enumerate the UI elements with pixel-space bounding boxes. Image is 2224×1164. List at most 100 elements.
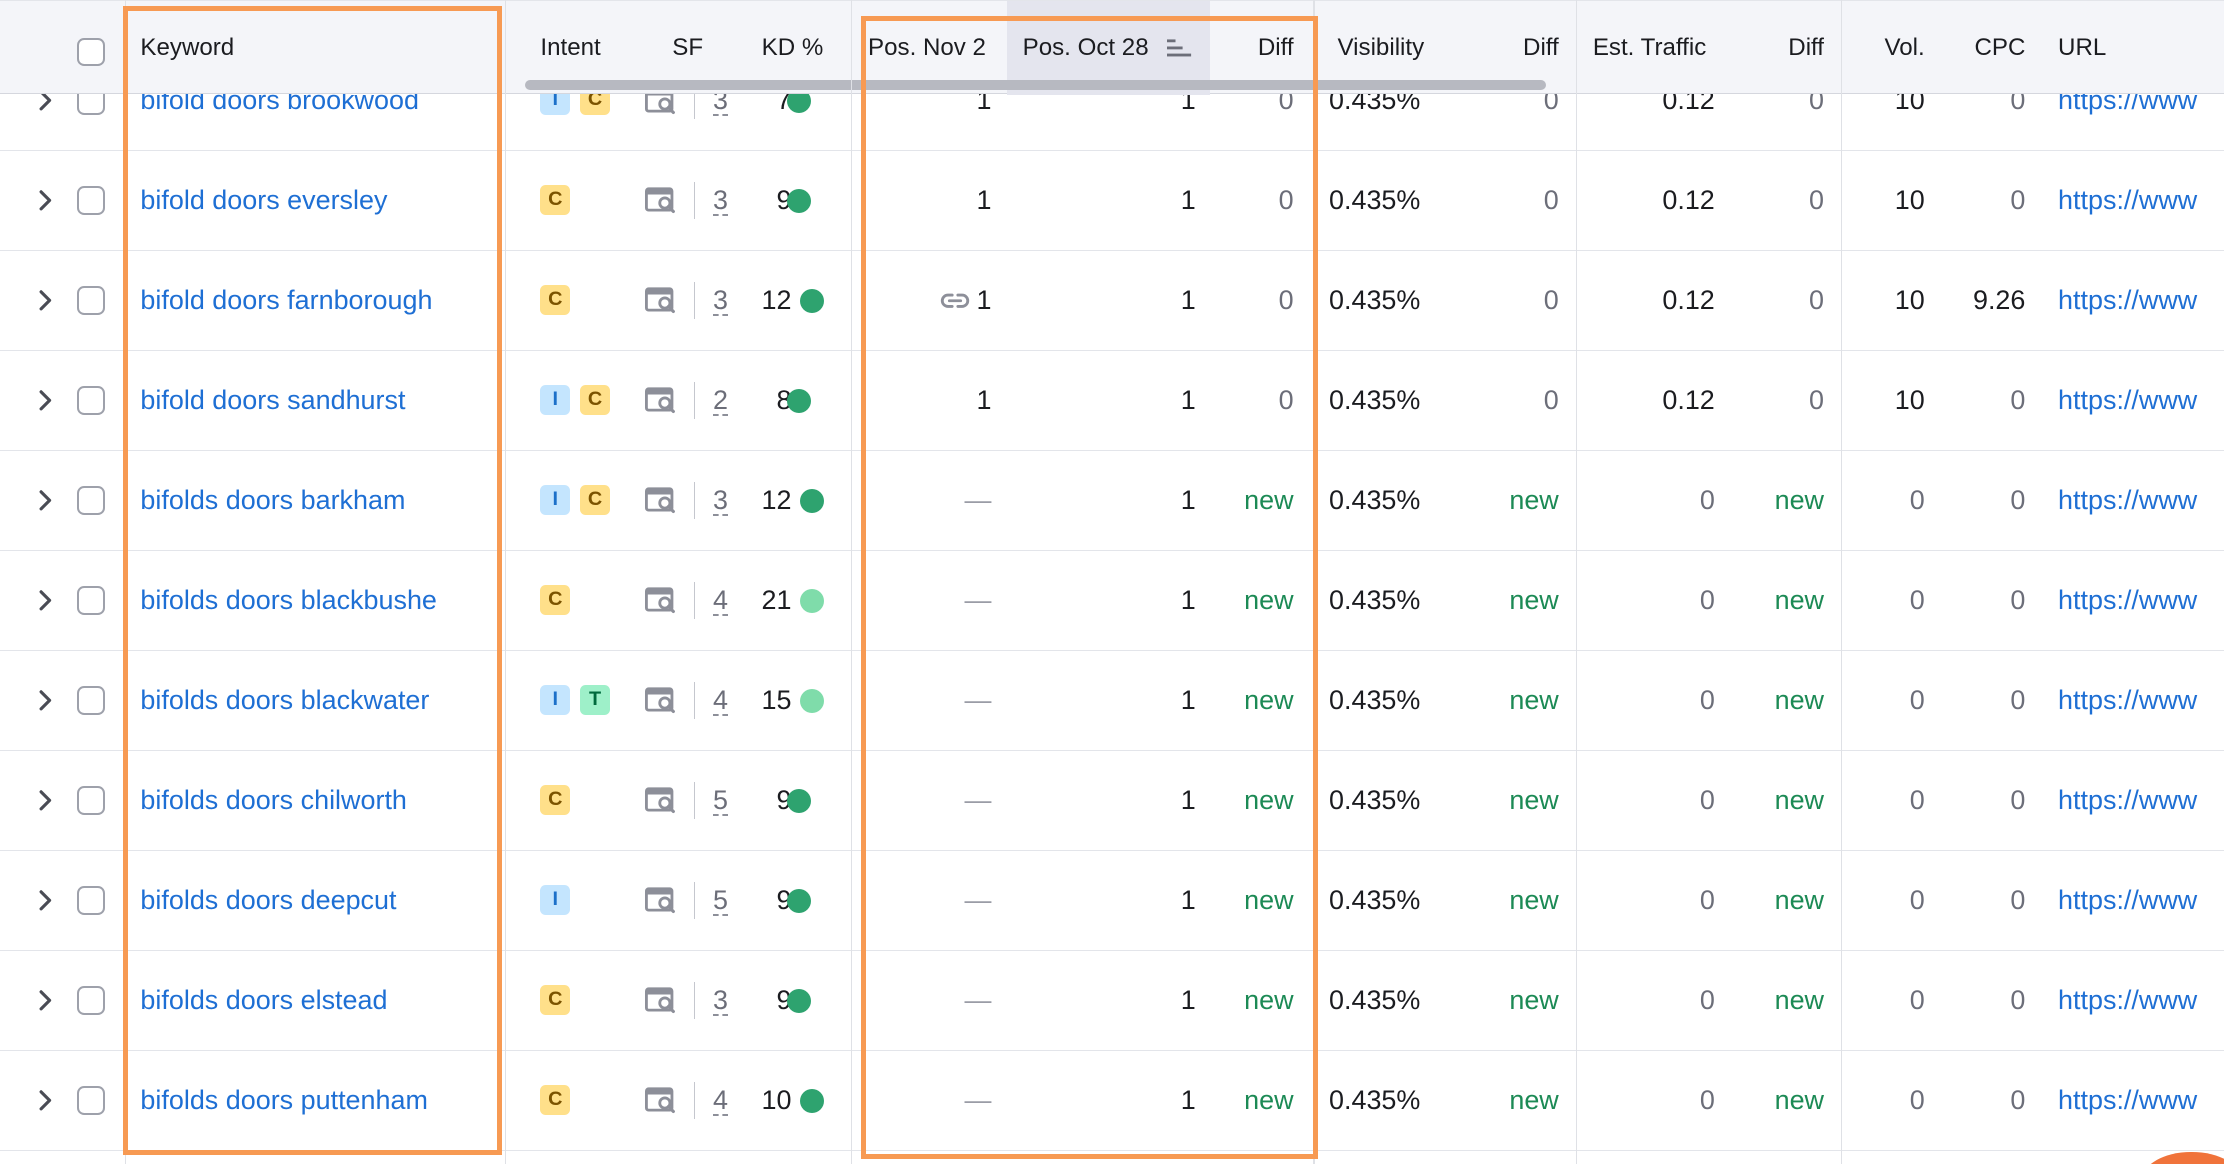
intent-badge[interactable]: C — [540, 1085, 571, 1115]
intent-badge[interactable]: C — [540, 185, 571, 215]
sf-count[interactable]: 5 — [713, 785, 728, 816]
row-checkbox[interactable] — [76, 586, 105, 615]
row-checkbox[interactable] — [76, 486, 105, 515]
floating-action-button[interactable] — [2141, 1151, 2224, 1164]
serp-features-icon[interactable] — [645, 586, 679, 614]
keyword-link[interactable]: bifolds doors puttenham — [140, 1084, 428, 1115]
intent-badge[interactable]: C — [540, 785, 571, 815]
chevron-right-icon[interactable] — [34, 689, 57, 712]
keyword-link[interactable]: bifold doors eversley — [140, 185, 388, 216]
sf-count[interactable]: 4 — [713, 1084, 728, 1116]
intent-badge[interactable]: I — [540, 485, 571, 515]
intent-badge[interactable]: C — [540, 285, 571, 315]
chevron-right-icon[interactable] — [34, 389, 57, 412]
url-link[interactable]: https://www — [2058, 285, 2198, 316]
keyword-link[interactable]: bifolds doors blackwater — [140, 685, 430, 716]
chevron-right-icon[interactable] — [34, 289, 57, 312]
serp-features-icon[interactable] — [645, 386, 679, 414]
table-row[interactable]: bifolds doors puttenham C 4 10 — 1 new 0.435% ne… — [0, 1051, 2224, 1151]
chevron-right-icon[interactable] — [34, 489, 57, 512]
header-visibility[interactable]: Visibility — [1337, 34, 1425, 61]
serp-features-icon[interactable] — [645, 686, 679, 714]
intent-badge[interactable]: C — [540, 985, 571, 1015]
keyword-link[interactable]: bifolds doors elstead — [140, 985, 388, 1015]
url-link[interactable]: https://www — [2058, 185, 2198, 216]
header-pos-nov2[interactable]: Pos. Nov 2 — [868, 34, 986, 61]
serp-features-icon[interactable] — [645, 886, 679, 914]
row-checkbox[interactable] — [76, 186, 105, 215]
header-diff-traffic[interactable]: Diff — [1788, 34, 1825, 61]
table-row[interactable]: bifolds doors deepcut I 5 9 — 1 new 0.435% new 0 n… — [0, 851, 2224, 951]
row-checkbox[interactable] — [76, 786, 105, 815]
header-intent[interactable]: Intent — [540, 34, 601, 61]
intent-badge[interactable]: I — [540, 685, 571, 715]
table-row[interactable]: bifolds doors elstead C 3 9 — 1 new 0.435% new 0 n… — [0, 951, 2224, 1051]
link-icon[interactable] — [938, 288, 972, 314]
select-all-checkbox[interactable] — [76, 37, 105, 67]
serp-features-icon[interactable] — [645, 486, 679, 514]
sf-count[interactable]: 3 — [713, 285, 728, 316]
url-link[interactable]: https://www — [2058, 1084, 2198, 1115]
keyword-link[interactable]: bifolds doors barkham — [140, 485, 406, 516]
horizontal-scrollbar[interactable] — [524, 80, 1547, 91]
url-link[interactable]: https://www — [2058, 985, 2198, 1015]
keyword-link[interactable]: bifolds doors blackbushe — [140, 585, 437, 616]
intent-badge[interactable]: I — [540, 885, 571, 915]
intent-badge[interactable]: C — [580, 385, 610, 415]
intent-badge[interactable]: T — [580, 685, 610, 715]
table-row[interactable]: bifold doors sandhurst I C 2 8 1 1 0 0.435% 0 0.12… — [0, 351, 2224, 452]
intent-badge[interactable]: C — [540, 585, 571, 615]
intent-badge[interactable]: I — [540, 385, 571, 415]
sf-count[interactable]: 4 — [713, 585, 728, 616]
serp-features-icon[interactable] — [645, 986, 679, 1014]
row-checkbox[interactable] — [76, 986, 105, 1015]
header-sf[interactable]: SF — [672, 34, 704, 61]
chevron-right-icon[interactable] — [34, 189, 57, 212]
header-cpc[interactable]: CPC — [1974, 34, 2026, 61]
serp-features-icon[interactable] — [645, 286, 679, 314]
chevron-right-icon[interactable] — [34, 1089, 57, 1112]
header-diff-visibility[interactable]: Diff — [1523, 34, 1559, 61]
sf-count[interactable]: 3 — [713, 485, 728, 516]
url-link[interactable]: https://www — [2058, 385, 2198, 416]
row-checkbox[interactable] — [76, 886, 105, 915]
header-keyword[interactable]: Keyword — [140, 34, 235, 61]
header-url[interactable]: URL — [2058, 34, 2107, 61]
keyword-link[interactable]: bifolds doors deepcut — [140, 885, 397, 915]
table-row[interactable]: bifold doors farnborough C 3 12 1 1 0 0.435% 0 0.… — [0, 251, 2224, 352]
chevron-right-icon[interactable] — [34, 989, 57, 1012]
chevron-right-icon[interactable] — [34, 789, 57, 812]
table-row[interactable]: bifolds doors blackbushe C 4 21 — 1 new 0.435% n… — [0, 551, 2224, 651]
url-link[interactable]: https://www — [2058, 585, 2198, 616]
row-checkbox[interactable] — [76, 286, 105, 315]
sf-count[interactable]: 5 — [713, 885, 728, 916]
url-link[interactable]: https://www — [2058, 685, 2198, 716]
header-kd[interactable]: KD % — [761, 34, 824, 61]
table-row[interactable]: bifolds doors blackwater I T 4 15 — 1 new 0.435%… — [0, 651, 2224, 751]
row-checkbox[interactable] — [76, 1086, 105, 1115]
chevron-right-icon[interactable] — [34, 889, 57, 912]
sf-count[interactable]: 3 — [713, 985, 728, 1016]
keyword-link[interactable]: bifold doors sandhurst — [140, 385, 406, 416]
row-checkbox[interactable] — [76, 386, 105, 415]
serp-features-icon[interactable] — [645, 186, 679, 214]
keyword-link[interactable]: bifold doors farnborough — [140, 285, 433, 316]
header-diff-position[interactable]: Diff — [1257, 34, 1294, 61]
row-checkbox[interactable] — [76, 686, 105, 715]
sf-count[interactable]: 2 — [713, 385, 728, 416]
url-link[interactable]: https://www — [2058, 485, 2198, 516]
sf-count[interactable]: 4 — [713, 685, 728, 716]
header-est-traffic[interactable]: Est. Traffic — [1592, 34, 1707, 61]
keyword-link[interactable]: bifolds doors chilworth — [140, 785, 407, 815]
chevron-right-icon[interactable] — [34, 589, 57, 612]
header-vol[interactable]: Vol. — [1884, 34, 1925, 61]
url-link[interactable]: https://www — [2058, 785, 2198, 815]
header-pos-oct28[interactable]: Pos. Oct 28 — [1022, 34, 1149, 61]
table-row[interactable]: bifolds doors barkham I C 3 12 — 1 new 0.435% new… — [0, 451, 2224, 551]
table-row[interactable]: bifold doors eversley C 3 9 1 1 0 0.435% 0 0.12 0 1… — [0, 151, 2224, 252]
intent-badge[interactable]: C — [580, 485, 610, 515]
url-link[interactable]: https://www — [2058, 885, 2198, 915]
serp-features-icon[interactable] — [645, 1086, 679, 1114]
table-row[interactable]: bifolds doors chilworth C 5 9 — 1 new 0.435% new… — [0, 751, 2224, 851]
sort-bars-icon[interactable] — [1167, 38, 1193, 58]
